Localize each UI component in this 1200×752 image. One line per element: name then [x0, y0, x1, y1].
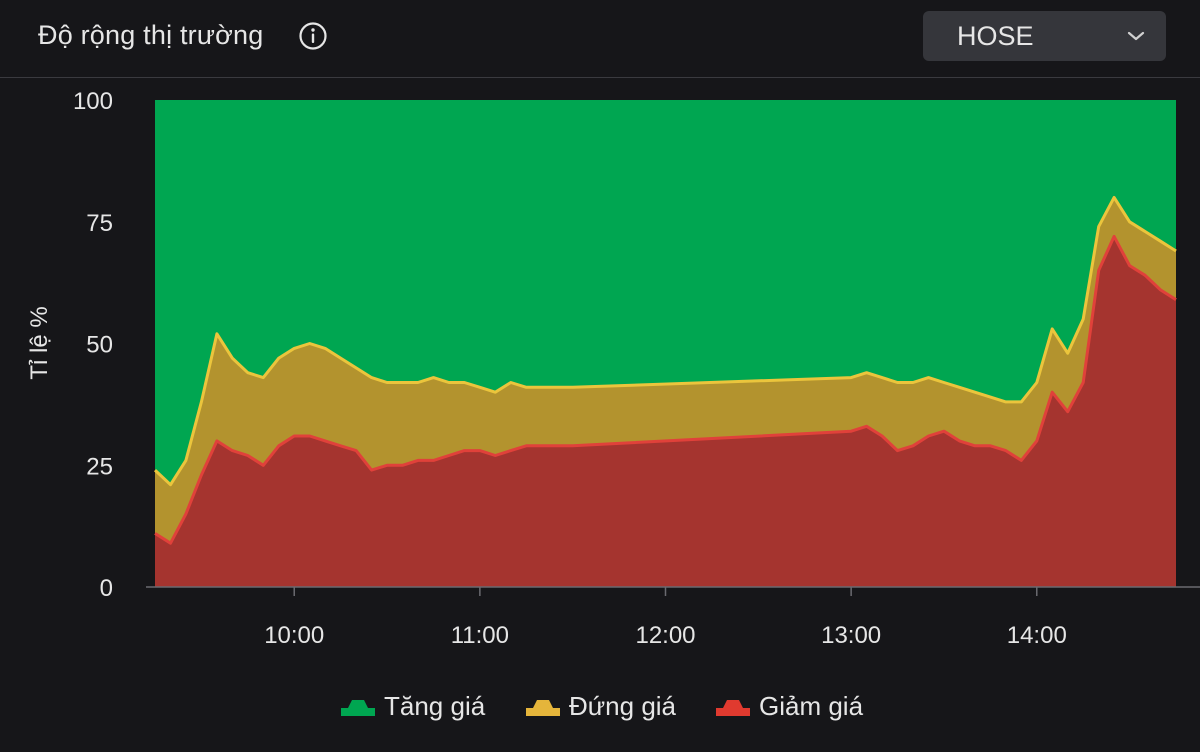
page-title: Độ rộng thị trường	[38, 20, 264, 50]
exchange-select-value: HOSE	[957, 21, 1034, 51]
x-tick-label: 13:00	[821, 622, 881, 649]
mountain-icon	[341, 700, 375, 716]
series-line-giam-gia	[154, 234, 1177, 545]
y-axis-label: Tỉ lệ %	[26, 306, 53, 379]
series-area-tang-gia	[155, 100, 1176, 485]
series-area-giam-gia	[155, 236, 1176, 587]
legend-label: Tăng giá	[384, 691, 486, 721]
y-tick-label: 0	[100, 575, 113, 602]
market-breadth-chart: 0 25 50 75 100 10:00 11:00 12:00 13:00 14:00 Tỉ lệ…	[26, 88, 1200, 649]
mountain-shape	[341, 700, 375, 716]
series-line-dung-gia	[153, 195, 1177, 487]
x-tick-label: 11:00	[451, 622, 509, 649]
legend-label: Đứng giá	[569, 691, 677, 721]
exchange-select[interactable]: HOSE	[923, 11, 1166, 61]
legend-label: Giảm giá	[759, 691, 864, 721]
chevron-down-icon	[1127, 31, 1145, 41]
y-tick-label: 50	[86, 332, 113, 359]
y-tick-label: 25	[86, 453, 113, 480]
y-tick-label: 100	[73, 88, 113, 115]
mountain-shape	[716, 700, 750, 716]
header: Độ rộng thị trường HOSE	[0, 0, 1200, 78]
y-tick-label: 75	[86, 210, 113, 237]
mountain-icon	[716, 700, 750, 716]
info-circle-icon[interactable]	[298, 21, 328, 51]
x-tick-label: 10:00	[264, 622, 324, 649]
mountain-shape	[526, 700, 560, 716]
x-tick-label: 14:00	[1007, 622, 1067, 649]
chart-legend: Tăng giá Đứng giá Giảm giá	[0, 690, 1200, 724]
mountain-icon	[526, 700, 560, 716]
series-area-dung-gia	[155, 197, 1176, 544]
x-tick-label: 12:00	[635, 622, 695, 649]
